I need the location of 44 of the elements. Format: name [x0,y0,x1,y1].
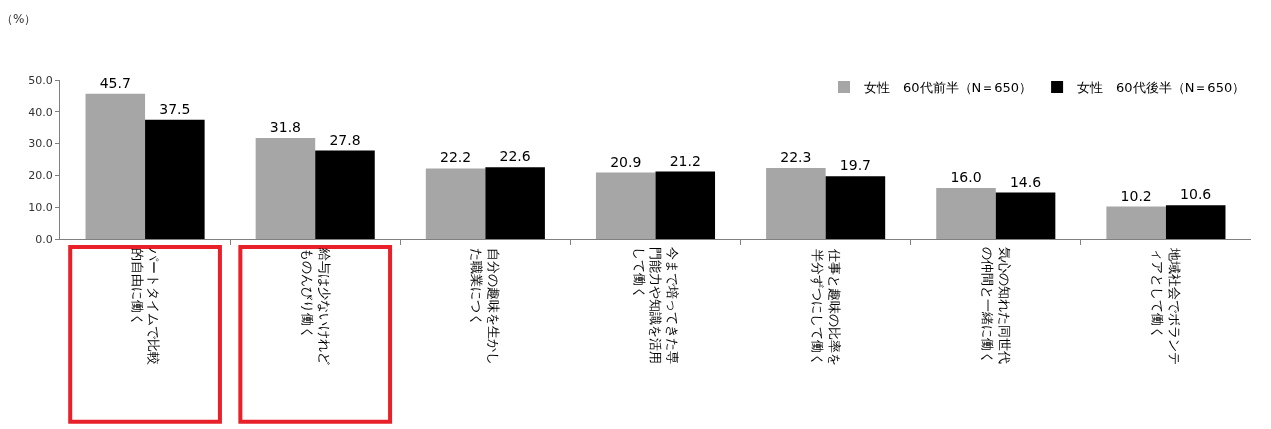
bar [255,137,316,239]
data-label: 31.8 [269,118,302,135]
bar [766,168,826,239]
x-tick-label: 給与は少ないけれどものんびり働く [299,247,332,366]
data-label: 22.6 [499,148,531,165]
bar [1165,205,1226,239]
bar [85,93,146,239]
x-tick-label: 仕事と趣味の比率を半分ずつにして働く [810,247,842,366]
bar [1106,206,1166,239]
y-axis-title: （%） [1,12,37,26]
x-tick-label: 地域社会でボランティアとして働く [1150,247,1183,366]
y-tick-label: 0.0 [35,232,53,246]
x-tick-label: 気心の知れた同世代の仲間と一緒に働く [979,247,1012,365]
data-label: 10.2 [1120,187,1152,204]
legend-label: 女性 60代前半（N＝650） [864,80,1033,96]
data-label: 20.9 [610,153,642,170]
y-tick-label: 20.0 [28,169,53,183]
bar [145,119,205,239]
data-label: 21.2 [669,152,701,169]
data-label: 22.3 [780,149,812,166]
y-tick-label: 50.0 [28,73,53,87]
data-label: 14.6 [1009,173,1042,190]
x-tick-label: 自分の趣味を生かした職業につく [469,247,502,365]
data-label: 37.5 [159,100,191,117]
x-tick-label: パートタイムで比較的自由に働く [129,247,162,366]
data-label: 45.7 [99,74,131,91]
data-label: 22.2 [440,149,472,166]
bar [595,172,656,239]
bar [936,188,996,239]
bar [995,192,1056,239]
bar [425,168,486,239]
x-tick-label: 今まで培ってきた専門能力や知識を活用して働く [631,247,681,365]
data-label: 27.8 [329,131,361,148]
legend-label: 女性 60代後半（N＝650） [1077,80,1246,96]
bar [655,171,716,239]
bar [825,176,886,239]
bar [315,150,375,239]
data-label: 16.0 [950,169,982,186]
y-tick-label: 30.0 [28,137,53,151]
data-label: 10.6 [1180,186,1212,203]
y-tick-label: 10.0 [28,201,53,215]
y-tick-label: 40.0 [28,105,53,119]
bar [485,167,545,239]
data-label: 19.7 [839,157,871,174]
